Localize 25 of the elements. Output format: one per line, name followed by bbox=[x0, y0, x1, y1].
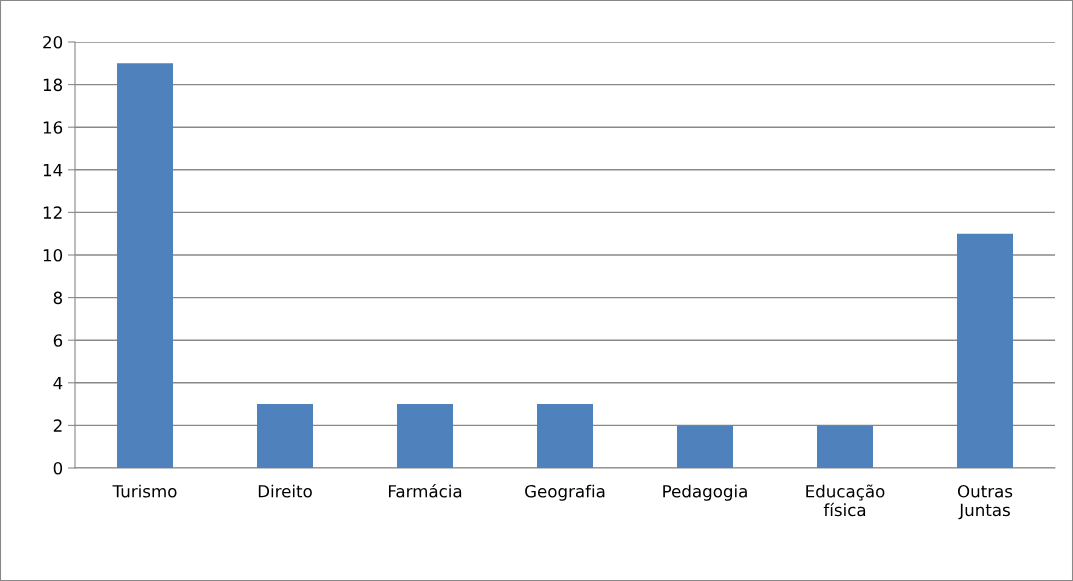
bar bbox=[257, 404, 313, 468]
y-tick-label: 12 bbox=[43, 206, 62, 219]
x-tick-label: Pedagogia bbox=[663, 484, 747, 501]
y-tick-label: 4 bbox=[53, 376, 63, 390]
y-tick-label: 6 bbox=[53, 334, 63, 347]
y-tick-label: 2 bbox=[53, 419, 62, 432]
bar bbox=[117, 63, 173, 468]
y-tick-label: 0 bbox=[53, 461, 63, 475]
x-tick-label: Educação física bbox=[806, 484, 885, 517]
x-tick-label: Geografia bbox=[525, 484, 605, 501]
x-tick-label: Outras Juntas bbox=[957, 484, 1013, 520]
bar bbox=[397, 404, 453, 468]
x-tick-label: Farmácia bbox=[388, 484, 462, 498]
y-tick-label: 10 bbox=[43, 248, 63, 262]
y-tick-label: 14 bbox=[43, 163, 63, 177]
bar bbox=[817, 425, 873, 468]
x-tick-label: Turismo bbox=[112, 484, 177, 498]
y-tick-label: 8 bbox=[53, 291, 63, 305]
x-tick-label: Direito bbox=[258, 484, 312, 498]
y-tick-label: 20 bbox=[43, 35, 63, 49]
y-tick-label: 16 bbox=[43, 121, 63, 134]
bar bbox=[957, 233, 1013, 468]
bar bbox=[677, 425, 733, 468]
y-tick-label: 18 bbox=[43, 78, 63, 92]
bar bbox=[537, 404, 593, 468]
